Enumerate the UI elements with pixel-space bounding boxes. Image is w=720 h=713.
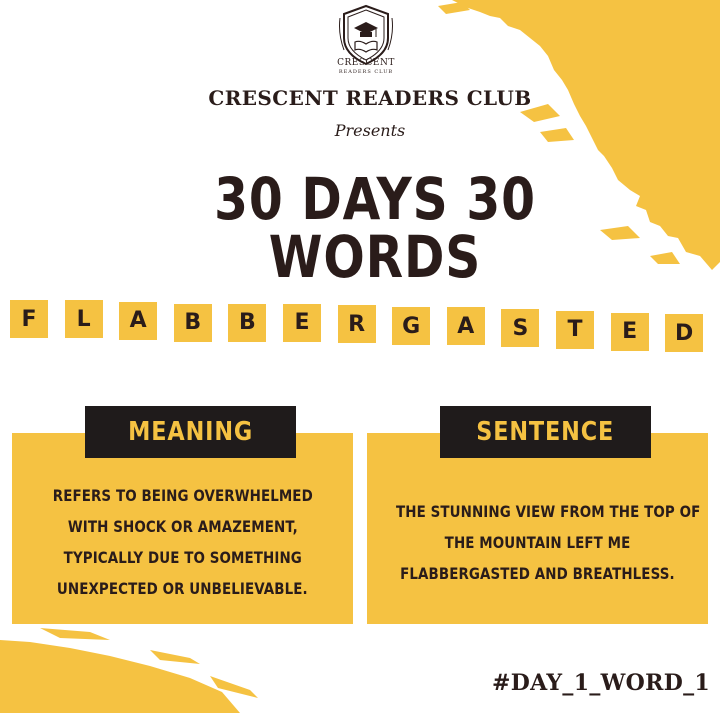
crescent-crest-logo bbox=[339, 4, 393, 66]
sentence-line: THE MOUNTAIN LEFT ME bbox=[444, 533, 631, 552]
sentence-card bbox=[367, 433, 708, 624]
sentence-line: FLABBERGASTED AND BREATHLESS. bbox=[400, 564, 675, 583]
sentence-label: SENTENCE bbox=[440, 406, 651, 458]
logo-subtitle: READERS CLUB bbox=[338, 69, 394, 75]
presents-text: Presents bbox=[334, 121, 406, 140]
sentence-line: THE STUNNING VIEW FROM THE TOP OF bbox=[395, 502, 701, 521]
meaning-line: REFERS TO BEING OVERWHELMED bbox=[52, 486, 313, 505]
meaning-label: MEANING bbox=[85, 406, 296, 458]
meaning-text: REFERS TO BEING OVERWHELMED WITH SHOCK OR… bbox=[12, 480, 353, 604]
hashtag: #DAY_1_WORD_1 bbox=[492, 670, 710, 696]
top-right-brush bbox=[452, 0, 720, 270]
sentence-text: THE STUNNING VIEW FROM THE TOP OF THE MOU… bbox=[367, 496, 708, 589]
club-name: CRESCENT READERS CLUB bbox=[208, 86, 532, 110]
main-title: 30 DAYS 30 WORDS bbox=[214, 165, 536, 291]
meaning-line: WITH SHOCK OR AMAZEMENT, bbox=[67, 517, 298, 536]
meaning-line: TYPICALLY DUE TO SOMETHING bbox=[63, 548, 302, 567]
meaning-line: UNEXPECTED OR UNBELIEVABLE. bbox=[57, 579, 308, 598]
logo-name: CRESCENT bbox=[337, 58, 395, 68]
bottom-left-brush bbox=[0, 640, 240, 713]
meaning-card bbox=[12, 433, 353, 624]
